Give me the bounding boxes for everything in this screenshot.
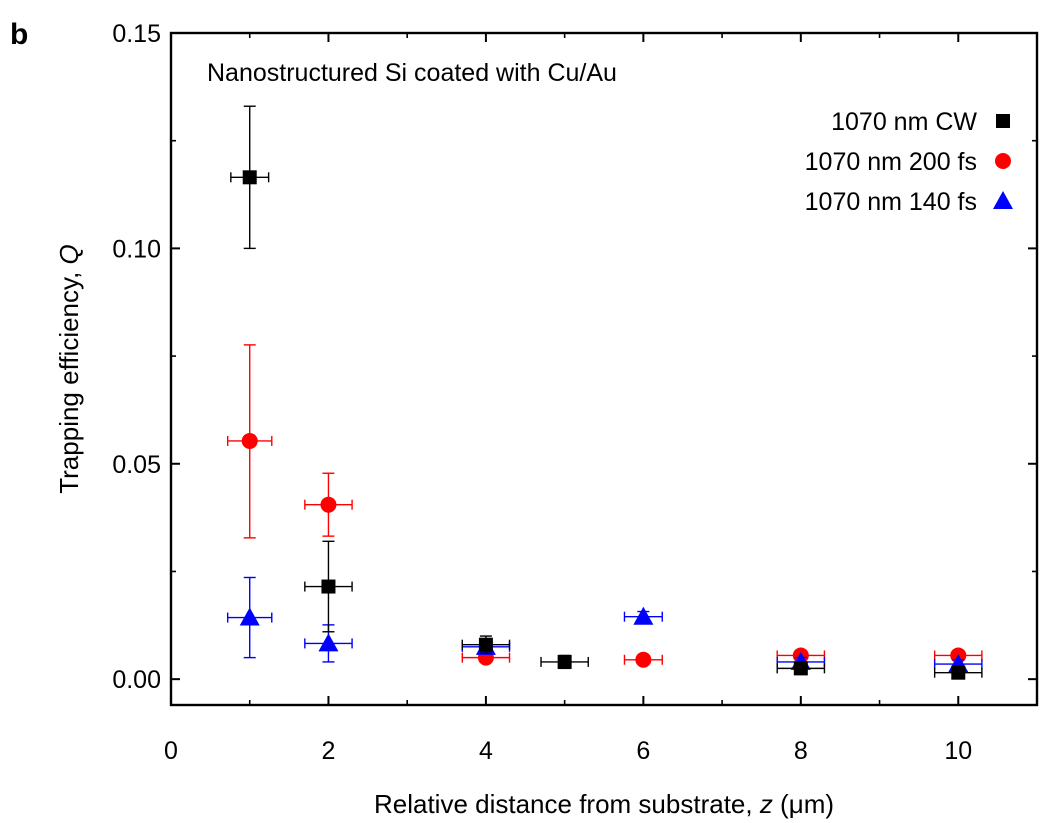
x-axis-title: Relative distance from substrate, z (μm)	[374, 789, 834, 819]
data-point-circle	[635, 651, 652, 668]
series-layer	[226, 105, 983, 680]
legend: 1070 nm CW 1070 nm 200 fs 1070 nm 140 fs	[805, 108, 1013, 216]
y-tick-label: 0.05	[112, 451, 161, 479]
y-axis-title: Trapping efficiency, Q	[54, 244, 84, 494]
legend-marker-square	[996, 114, 1010, 128]
plot-frame	[169, 31, 1039, 707]
chart-title: Nanostructured Si coated with Cu/Au	[207, 59, 617, 87]
x-axis-title-var: z	[759, 789, 773, 819]
y-axis-title-var: Q	[54, 244, 84, 264]
data-point-square	[478, 637, 493, 652]
x-axis-title-unit: (μm)	[773, 789, 834, 819]
series-triangle	[226, 576, 983, 673]
data-point-square	[557, 654, 572, 669]
data-point-circle	[241, 432, 258, 449]
data-point-square	[793, 661, 808, 676]
x-tick-label: 2	[322, 737, 336, 765]
data-point-triangle	[633, 606, 654, 625]
x-tick-label: 10	[944, 737, 972, 765]
legend-marker-triangle	[993, 191, 1013, 209]
panel-label: b	[10, 18, 28, 51]
x-axis-title-main: Relative distance from substrate,	[374, 789, 760, 819]
y-tick-label: 0.00	[112, 666, 161, 694]
data-point-triangle	[239, 607, 260, 626]
data-point-square	[242, 170, 257, 185]
x-tick-label: 8	[794, 737, 808, 765]
data-point-circle	[320, 496, 337, 513]
series-circle	[226, 344, 983, 668]
x-tick-label: 4	[479, 737, 493, 765]
y-tick-label: 0.15	[112, 20, 161, 48]
data-point-square	[951, 665, 966, 680]
series-square	[230, 105, 983, 680]
legend-label: 1070 nm 140 fs	[805, 188, 977, 216]
legend-label: 1070 nm 200 fs	[805, 148, 977, 176]
y-axis-ticks: 0.00 0.05 0.10 0.15	[112, 20, 1037, 694]
x-tick-label: 0	[164, 737, 178, 765]
x-tick-label: 6	[636, 737, 650, 765]
y-axis-title-main: Trapping efficiency,	[54, 264, 84, 493]
legend-label: 1070 nm CW	[831, 108, 977, 136]
data-point-square	[321, 579, 336, 594]
x-axis-ticks: 0 2 4 6 8 10	[164, 33, 1038, 765]
data-point-triangle	[318, 633, 339, 652]
y-tick-label: 0.10	[112, 235, 161, 263]
legend-marker-circle	[995, 153, 1011, 169]
